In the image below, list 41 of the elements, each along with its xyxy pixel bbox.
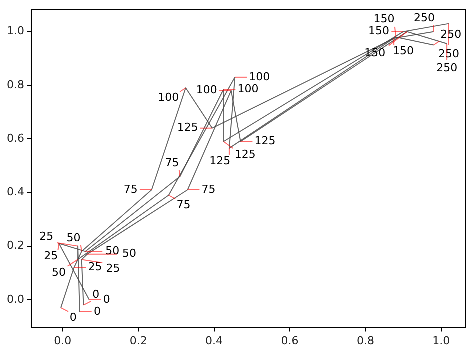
annotation: 125 [177,121,198,134]
annotation: 75 [165,156,180,170]
annotation: 250 [414,12,435,25]
annotation: 25 [44,250,58,263]
annotation: 0 [103,292,110,306]
y-tick-label: 0.6 [6,132,24,145]
annotation: 100 [249,70,270,84]
annotation: 100 [158,91,180,104]
annotation: 50 [106,244,120,258]
annotation: 0 [94,304,101,318]
annotation: 50 [52,266,66,280]
x-tick-label: 0.0 [54,334,72,348]
y-tick-label: 1.0 [6,24,24,38]
x-tick-label: 0.6 [281,334,299,348]
x-tick-label: 1.0 [432,334,450,348]
y-tick-label: 0.0 [6,292,24,306]
annotation: 0 [92,288,100,302]
annotation: 25 [106,262,120,275]
annotation: 75 [202,182,216,196]
annotation: 150 [374,12,395,26]
y-tick-label: 0.2 [6,239,24,252]
annotation: 150 [392,44,414,58]
annotation: 100 [196,84,218,97]
annotation: 125 [210,154,231,168]
annotation: 125 [254,134,276,148]
annotation: 0 [70,310,77,324]
annotation: 50 [122,247,137,260]
y-tick-label: 0.8 [6,78,24,92]
x-tick-label: 0.2 [130,334,148,348]
annotation: 50 [66,231,81,244]
annotation: 25 [40,230,54,243]
y-tick-label: 0.4 [6,186,24,199]
annotation: 75 [176,198,191,212]
annotation: 150 [368,24,390,38]
annotation: 75 [124,182,138,196]
annotation: 250 [436,61,458,74]
x-tick-label: 0.8 [356,334,374,348]
annotation: 125 [234,148,256,162]
x-tick-label: 0.4 [206,334,224,348]
annotation: 25 [88,260,102,274]
annotation: 100 [238,82,259,96]
